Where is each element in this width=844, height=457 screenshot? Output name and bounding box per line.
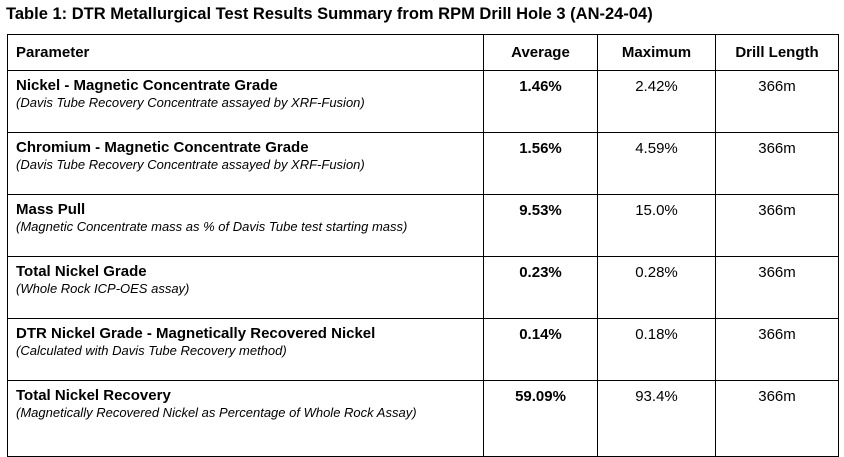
parameter-cell: DTR Nickel Grade - Magnetically Recovere…	[7, 318, 484, 381]
average-cell: 1.56%	[483, 132, 598, 195]
maximum-cell: 15.0%	[597, 194, 716, 257]
average-cell: 0.23%	[483, 256, 598, 319]
drill-length-cell: 366m	[715, 318, 839, 381]
results-table: Parameter Average Maximum Drill Length N…	[7, 34, 839, 457]
parameter-description: (Magnetic Concentrate mass as % of Davis…	[16, 219, 408, 234]
maximum-cell: 0.28%	[597, 256, 716, 319]
table-row: DTR Nickel Grade - Magnetically Recovere…	[7, 318, 839, 381]
parameter-cell: Total Nickel Grade (Whole Rock ICP-OES a…	[7, 256, 484, 319]
parameter-description: (Calculated with Davis Tube Recovery met…	[16, 343, 287, 358]
header-drill-length: Drill Length	[715, 34, 839, 71]
table-row: Nickel - Magnetic Concentrate Grade (Dav…	[7, 70, 839, 133]
parameter-name: Chromium - Magnetic Concentrate Grade	[16, 139, 309, 156]
parameter-name: DTR Nickel Grade - Magnetically Recovere…	[16, 325, 376, 342]
parameter-name: Total Nickel Grade	[16, 263, 147, 280]
parameter-description: (Davis Tube Recovery Concentrate assayed…	[16, 157, 365, 172]
drill-length-cell: 366m	[715, 380, 839, 457]
drill-length-cell: 366m	[715, 256, 839, 319]
header-maximum: Maximum	[597, 34, 716, 71]
parameter-description: (Davis Tube Recovery Concentrate assayed…	[16, 95, 365, 110]
drill-length-cell: 366m	[715, 132, 839, 195]
maximum-cell: 4.59%	[597, 132, 716, 195]
maximum-cell: 2.42%	[597, 70, 716, 133]
table-row: Mass Pull (Magnetic Concentrate mass as …	[7, 194, 839, 257]
average-cell: 0.14%	[483, 318, 598, 381]
average-cell: 9.53%	[483, 194, 598, 257]
header-average: Average	[483, 34, 598, 71]
maximum-cell: 0.18%	[597, 318, 716, 381]
table-caption: Table 1: DTR Metallurgical Test Results …	[6, 5, 653, 23]
parameter-description: (Whole Rock ICP-OES assay)	[16, 281, 190, 296]
parameter-name: Nickel - Magnetic Concentrate Grade	[16, 77, 278, 94]
parameter-cell: Chromium - Magnetic Concentrate Grade (D…	[7, 132, 484, 195]
parameter-cell: Nickel - Magnetic Concentrate Grade (Dav…	[7, 70, 484, 133]
parameter-name: Mass Pull	[16, 201, 86, 218]
drill-length-cell: 366m	[715, 194, 839, 257]
maximum-cell: 93.4%	[597, 380, 716, 457]
parameter-name: Total Nickel Recovery	[16, 387, 171, 404]
average-cell: 59.09%	[483, 380, 598, 457]
header-parameter: Parameter	[7, 34, 484, 71]
table-row: Total Nickel Recovery (Magnetically Reco…	[7, 380, 839, 457]
table-row: Chromium - Magnetic Concentrate Grade (D…	[7, 132, 839, 195]
table-row: Total Nickel Grade (Whole Rock ICP-OES a…	[7, 256, 839, 319]
parameter-cell: Mass Pull (Magnetic Concentrate mass as …	[7, 194, 484, 257]
parameter-description: (Magnetically Recovered Nickel as Percen…	[16, 405, 417, 420]
parameter-cell: Total Nickel Recovery (Magnetically Reco…	[7, 380, 484, 457]
drill-length-cell: 366m	[715, 70, 839, 133]
table-header-row: Parameter Average Maximum Drill Length	[7, 34, 839, 71]
average-cell: 1.46%	[483, 70, 598, 133]
